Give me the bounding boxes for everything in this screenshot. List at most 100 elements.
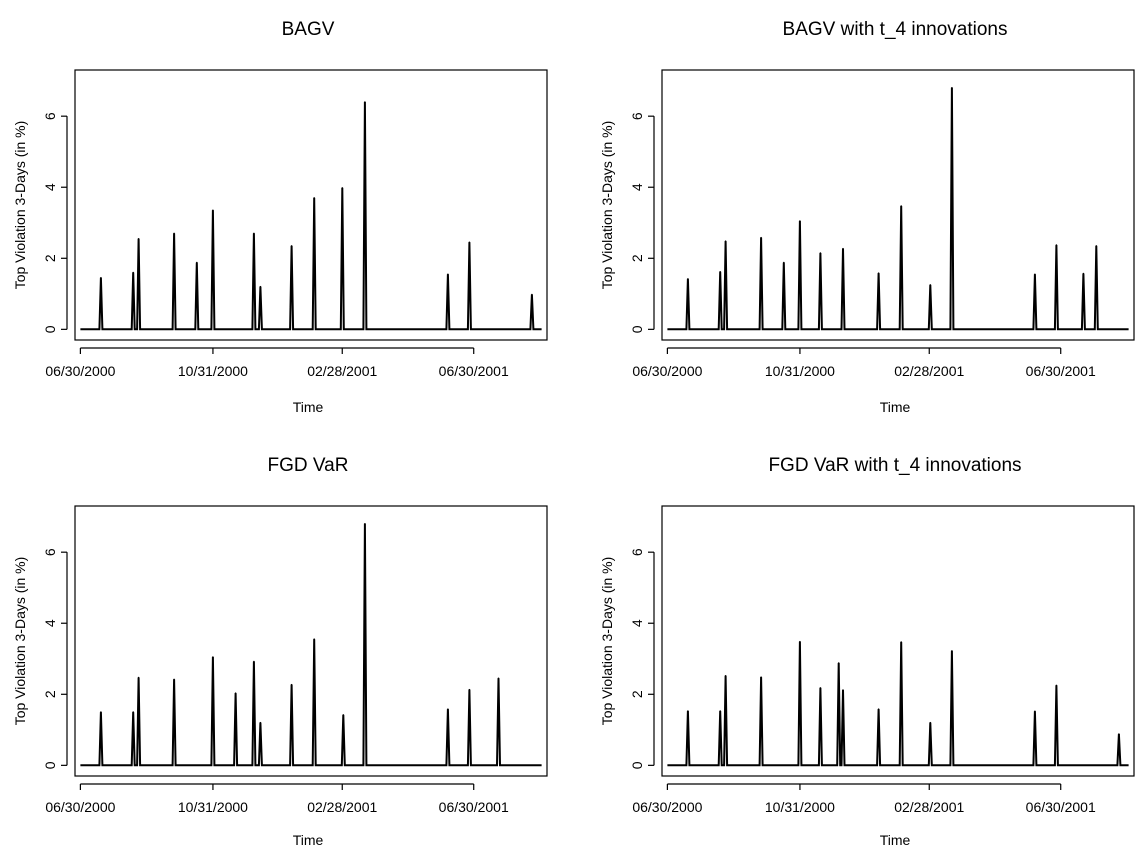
data-point: [900, 205, 902, 207]
data-point: [1034, 710, 1036, 713]
series-line: [80, 523, 542, 767]
data-point: [929, 721, 932, 724]
y-tick-label: 4: [42, 619, 58, 627]
data-point: [234, 692, 237, 694]
data-point: [447, 273, 449, 276]
data-point: [137, 238, 140, 240]
data-point: [1055, 684, 1058, 687]
x-axis-label: Time: [293, 399, 324, 415]
panel-fgd-var: FGD VaR 06/30/2000 10/31/2000 02/28/2001 06…: [12, 455, 548, 848]
y-tick-label: 0: [42, 761, 58, 769]
data-point: [687, 278, 689, 280]
data-point: [819, 687, 822, 689]
y-axis-label: Top Violation 3-Days (in %): [12, 121, 28, 290]
data-point: [341, 187, 344, 189]
data-point: [1034, 273, 1036, 276]
series-line: [80, 101, 542, 331]
data-point: [132, 271, 134, 274]
x-tick-label: 10/31/2000: [765, 799, 835, 815]
data-point: [253, 660, 255, 663]
plot-frame: [661, 505, 1135, 777]
data-point: [259, 721, 262, 724]
data-point: [842, 247, 844, 250]
y-tick-label: 0: [629, 325, 645, 333]
data-point: [719, 271, 721, 273]
plot-area: 06/30/2000 10/31/2000 02/28/2001 06/30/2001…: [629, 87, 1129, 379]
panel-title: FGD VaR with t_4 innovations: [768, 455, 1021, 476]
data-point: [724, 675, 727, 677]
series-line: [667, 87, 1129, 331]
y-tick-label: 6: [629, 112, 645, 120]
data-point: [173, 232, 175, 235]
data-point: [100, 277, 102, 279]
panel-title: FGD VaR: [268, 455, 349, 476]
data-point: [173, 678, 175, 681]
data-point: [100, 711, 102, 713]
data-point: [313, 197, 316, 199]
panel-fgd-var-t4: FGD VaR with t_4 innovations 06/30/2000 1…: [599, 455, 1135, 848]
x-tick-label: 02/28/2001: [894, 363, 964, 379]
y-axis-label: Top Violation 3-Days (in %): [599, 121, 615, 290]
data-point: [212, 209, 214, 212]
data-point: [724, 240, 727, 242]
plot-area: 06/30/2000 10/31/2000 02/28/2001 06/30/2001…: [42, 523, 542, 815]
data-point: [951, 650, 953, 652]
y-tick-label: 2: [629, 254, 645, 262]
data-point: [1118, 733, 1120, 735]
y-tick-label: 6: [629, 548, 645, 556]
data-point: [877, 708, 880, 710]
data-point: [951, 87, 953, 89]
x-tick-label: 02/28/2001: [307, 363, 377, 379]
plot-area: 06/30/2000 10/31/2000 02/28/2001 06/30/2001…: [629, 548, 1129, 815]
x-tick-label: 02/28/2001: [307, 799, 377, 815]
data-point: [468, 688, 471, 691]
data-point: [364, 523, 366, 525]
data-point: [497, 677, 500, 680]
y-tick-label: 2: [629, 690, 645, 698]
data-point: [687, 710, 689, 712]
y-tick-label: 2: [42, 690, 58, 698]
x-tick-label: 06/30/2000: [632, 799, 702, 815]
panel-bagv-t4: BAGV with t_4 innovations 06/30/2000 10/3…: [599, 19, 1135, 415]
y-tick-label: 0: [629, 761, 645, 769]
data-point: [842, 689, 844, 691]
data-point: [799, 220, 801, 222]
data-point: [1082, 272, 1085, 275]
x-axis-label: Time: [880, 832, 911, 848]
x-tick-label: 06/30/2001: [1026, 363, 1096, 379]
data-point: [290, 245, 293, 247]
y-tick-label: 4: [629, 619, 645, 627]
data-point: [196, 261, 198, 264]
x-tick-label: 06/30/2000: [45, 363, 115, 379]
y-axis-label: Top Violation 3-Days (in %): [599, 557, 615, 726]
x-tick-label: 06/30/2001: [439, 363, 509, 379]
y-tick-label: 4: [629, 183, 645, 191]
y-tick-label: 0: [42, 325, 58, 333]
plot-frame: [661, 69, 1135, 341]
panel-bagv: BAGV 06/30/2000 10/31/2000 02/28/2001 06/30…: [12, 19, 548, 415]
data-point: [819, 252, 822, 254]
x-tick-label: 06/30/2000: [632, 363, 702, 379]
x-axis-label: Time: [880, 399, 911, 415]
data-point: [137, 676, 140, 679]
data-point: [531, 293, 533, 296]
x-tick-label: 06/30/2001: [1026, 799, 1096, 815]
data-point: [468, 241, 471, 244]
data-point: [1055, 244, 1058, 246]
data-point: [783, 261, 785, 264]
x-tick-label: 06/30/2001: [439, 799, 509, 815]
data-point: [799, 640, 801, 643]
data-point: [1095, 245, 1098, 247]
data-point: [719, 710, 721, 712]
panel-title: BAGV: [282, 19, 335, 40]
x-tick-label: 10/31/2000: [178, 799, 248, 815]
data-point: [364, 101, 366, 103]
data-point: [253, 232, 255, 235]
data-point: [877, 272, 880, 275]
data-point: [259, 285, 262, 288]
data-point: [290, 683, 293, 686]
data-point: [447, 708, 449, 710]
data-point: [929, 284, 932, 286]
data-point: [212, 656, 214, 658]
